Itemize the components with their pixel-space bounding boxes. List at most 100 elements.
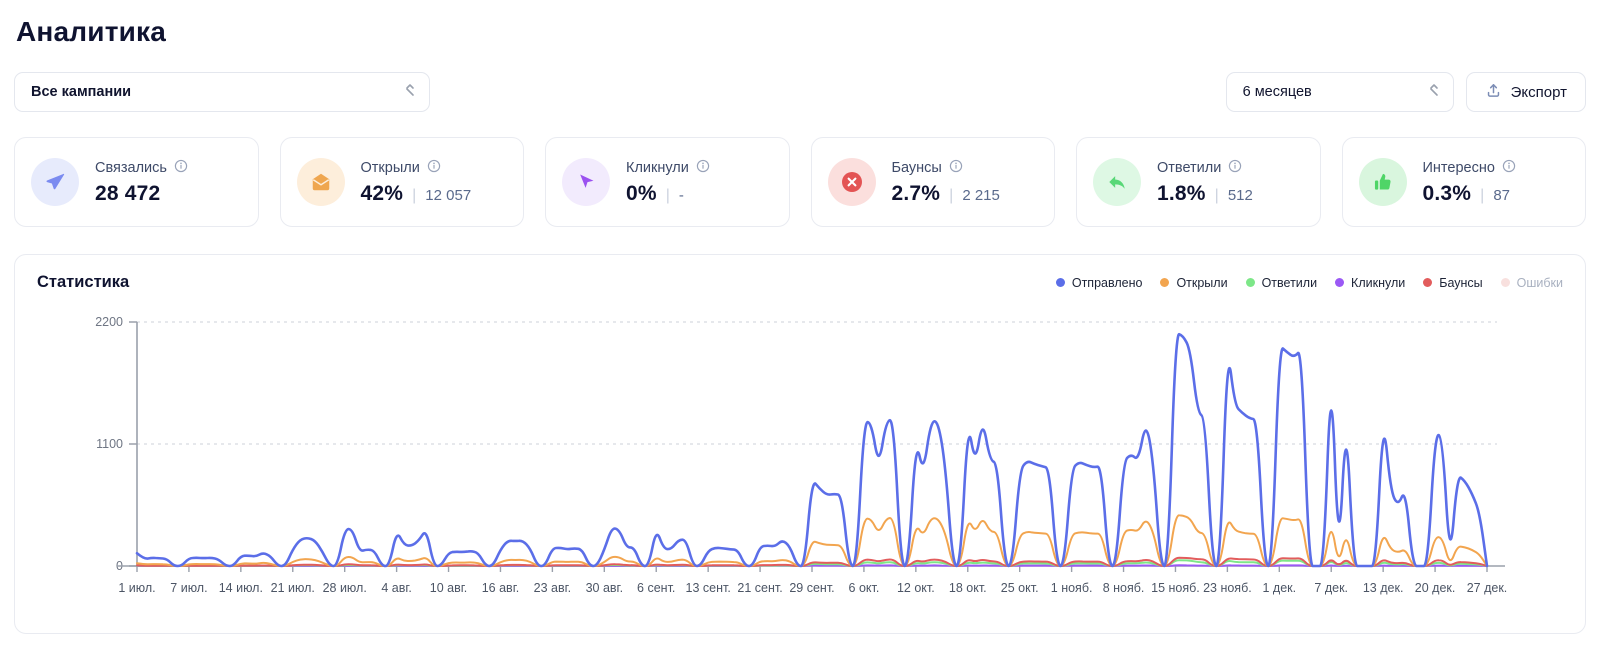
svg-text:23 нояб.: 23 нояб. bbox=[1203, 581, 1252, 595]
thumbs-up-icon bbox=[1358, 158, 1407, 206]
legend-label: Ошибки bbox=[1516, 275, 1563, 290]
svg-text:20 дек.: 20 дек. bbox=[1415, 581, 1456, 595]
stat-card-label: Открыли bbox=[360, 159, 420, 176]
controls-bar: Все кампании 6 месяцев Экспорт bbox=[14, 72, 1586, 112]
info-icon[interactable] bbox=[696, 159, 710, 177]
legend-item[interactable]: Баунсы bbox=[1423, 275, 1483, 290]
export-button[interactable]: Экспорт bbox=[1465, 72, 1586, 112]
cursor-icon bbox=[562, 158, 610, 206]
value-divider: | bbox=[665, 186, 670, 204]
legend-dot bbox=[1423, 278, 1433, 287]
legend-dot bbox=[1160, 278, 1170, 287]
stat-card-value: 28 472 bbox=[95, 181, 161, 205]
svg-text:8 нояб.: 8 нояб. bbox=[1103, 581, 1145, 595]
svg-text:21 июл.: 21 июл. bbox=[271, 581, 315, 595]
stat-card-label: Интересно bbox=[1422, 159, 1495, 176]
svg-text:10 авг.: 10 авг. bbox=[430, 581, 467, 595]
svg-text:13 дек.: 13 дек. bbox=[1363, 581, 1404, 595]
stat-card-bounces: Баунсы 2.7% | 2 215 bbox=[810, 137, 1055, 227]
chart-header: Статистика Отправлено Открыли Ответили Клик… bbox=[37, 273, 1563, 292]
upload-icon bbox=[1485, 82, 1502, 103]
svg-text:4 авг.: 4 авг. bbox=[381, 581, 412, 595]
reply-icon bbox=[1093, 158, 1141, 206]
svg-text:15 нояб.: 15 нояб. bbox=[1151, 581, 1200, 595]
stat-cards-row: Связались 28 472 Открыли bbox=[14, 137, 1586, 227]
stat-card-value: 1.8% bbox=[1157, 181, 1206, 205]
svg-text:7 дек.: 7 дек. bbox=[1314, 581, 1348, 595]
chevron-updown-icon bbox=[1427, 82, 1441, 102]
legend-dot bbox=[1335, 278, 1345, 287]
stat-card-secondary: 512 bbox=[1227, 186, 1253, 204]
stat-card-label: Связались bbox=[95, 159, 167, 176]
legend-item[interactable]: Кликнули bbox=[1335, 276, 1405, 290]
value-divider: | bbox=[1214, 186, 1219, 204]
stat-card-value: 0% bbox=[626, 181, 657, 205]
legend-label: Баунсы bbox=[1439, 275, 1483, 290]
info-icon[interactable] bbox=[427, 159, 441, 177]
svg-text:1 нояб.: 1 нояб. bbox=[1051, 581, 1093, 595]
stat-card-contacted: Связались 28 472 bbox=[14, 137, 259, 227]
svg-text:6 окт.: 6 окт. bbox=[849, 581, 880, 595]
stat-card-clicked: Кликнули 0% | - bbox=[545, 137, 790, 227]
send-icon bbox=[31, 158, 79, 206]
legend-label: Открыли bbox=[1176, 275, 1228, 290]
legend-label: Кликнули bbox=[1351, 275, 1406, 290]
svg-text:6 сент.: 6 сент. bbox=[637, 581, 675, 595]
svg-text:12 окт.: 12 окт. bbox=[897, 581, 935, 595]
stat-card-label: Баунсы bbox=[891, 159, 942, 176]
period-select-value: 6 месяцев bbox=[1242, 84, 1312, 100]
svg-text:1 июл.: 1 июл. bbox=[118, 581, 155, 595]
controls-right-group: 6 месяцев Экспорт bbox=[1225, 72, 1586, 112]
svg-text:1100: 1100 bbox=[96, 437, 123, 451]
stat-card-secondary: 87 bbox=[1493, 186, 1511, 204]
svg-text:2200: 2200 bbox=[95, 315, 123, 329]
svg-text:30 авг.: 30 авг. bbox=[586, 581, 623, 595]
stat-card-secondary: 12 057 bbox=[425, 186, 472, 204]
campaign-select-value: Все кампании bbox=[31, 84, 132, 100]
svg-text:1 дек.: 1 дек. bbox=[1262, 581, 1296, 595]
info-icon[interactable] bbox=[949, 159, 963, 177]
legend-dot bbox=[1055, 278, 1065, 287]
x-circle-icon bbox=[827, 158, 876, 206]
export-button-label: Экспорт bbox=[1510, 83, 1567, 101]
stat-card-label: Ответили bbox=[1157, 159, 1222, 176]
svg-text:27 дек.: 27 дек. bbox=[1467, 581, 1508, 595]
legend-dot bbox=[1500, 278, 1510, 287]
svg-text:28 июл.: 28 июл. bbox=[323, 581, 367, 595]
stat-card-label: Кликнули bbox=[626, 159, 689, 176]
legend-item[interactable]: Отправлено bbox=[1055, 275, 1143, 290]
svg-text:23 авг.: 23 авг. bbox=[534, 581, 571, 595]
legend-label: Отправлено bbox=[1071, 275, 1143, 290]
mail-open-icon bbox=[296, 158, 345, 206]
info-icon[interactable] bbox=[174, 159, 188, 177]
value-divider: | bbox=[412, 186, 417, 204]
svg-text:18 окт.: 18 окт. bbox=[949, 581, 987, 595]
legend-item[interactable]: Ошибки bbox=[1500, 275, 1563, 290]
svg-text:7 июл.: 7 июл. bbox=[170, 581, 207, 595]
svg-text:16 авг.: 16 авг. bbox=[482, 581, 519, 595]
period-select[interactable]: 6 месяцев bbox=[1225, 72, 1454, 112]
stat-card-value: 0.3% bbox=[1422, 181, 1472, 205]
stat-card-opened: Открыли 42% | 12 057 bbox=[279, 137, 524, 227]
chart-legend: Отправлено Открыли Ответили Кликнули Баунсы О… bbox=[1055, 275, 1563, 290]
statistics-card: Статистика Отправлено Открыли Ответили Клик… bbox=[14, 254, 1586, 634]
stat-card-secondary: 2 215 bbox=[962, 186, 1000, 204]
stat-card-value: 42% bbox=[360, 181, 404, 205]
info-icon[interactable] bbox=[1502, 159, 1516, 177]
svg-text:13 сент.: 13 сент. bbox=[686, 581, 731, 595]
stat-card-secondary: - bbox=[678, 186, 684, 204]
svg-text:25 окт.: 25 окт. bbox=[1001, 581, 1039, 595]
campaign-select[interactable]: Все кампании bbox=[14, 72, 430, 112]
stat-card-replied: Ответили 1.8% | 512 bbox=[1076, 137, 1321, 227]
stat-card-value: 2.7% bbox=[891, 181, 941, 205]
info-icon[interactable] bbox=[1228, 159, 1242, 177]
value-divider: | bbox=[1480, 186, 1485, 204]
legend-label: Ответили bbox=[1261, 275, 1318, 290]
chevron-updown-icon bbox=[403, 82, 417, 102]
legend-item[interactable]: Ответили bbox=[1245, 275, 1318, 290]
legend-item[interactable]: Открыли bbox=[1160, 275, 1228, 290]
page-title: Аналитика bbox=[16, 16, 167, 47]
chart-title: Статистика bbox=[37, 273, 130, 291]
value-divider: | bbox=[949, 186, 954, 204]
